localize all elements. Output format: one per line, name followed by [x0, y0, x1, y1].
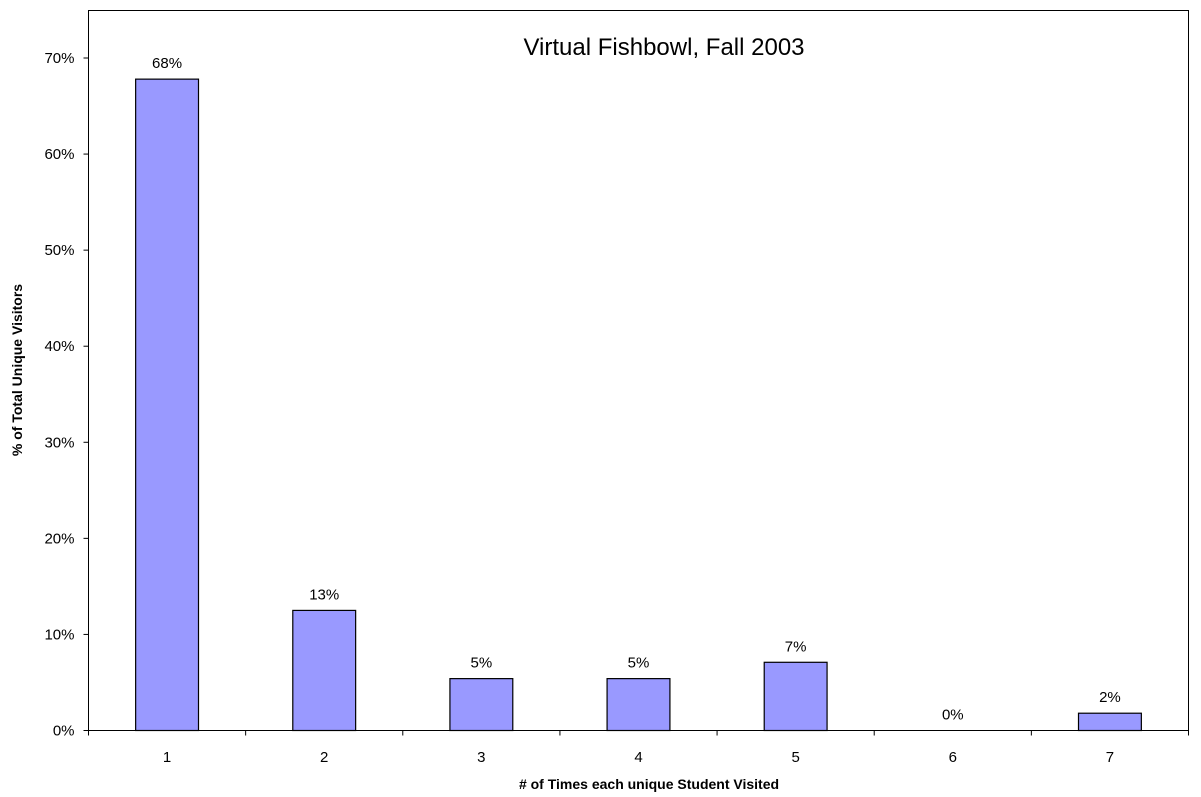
y-tick-label: 10%: [44, 626, 74, 643]
y-tick-label: 60%: [44, 146, 74, 163]
plot-area-border: [88, 10, 1189, 731]
chart-title: Virtual Fishbowl, Fall 2003: [523, 34, 804, 61]
data-label-5: 7%: [785, 638, 807, 655]
data-label-2: 13%: [309, 586, 339, 603]
data-label-6: 0%: [942, 707, 964, 724]
x-tick-label: 2: [320, 749, 328, 766]
y-axis: 0% 10% 20% 30% 40% 50% 60% 70%: [44, 50, 89, 740]
bar-3: [449, 678, 514, 732]
y-tick-label: 50%: [44, 242, 74, 259]
bar-series: [135, 78, 1142, 732]
x-tick-label: 6: [949, 749, 957, 766]
x-tick-label: 3: [477, 749, 485, 766]
y-axis-title: % of Total Unique Visitors: [9, 284, 25, 456]
y-tick-label: 20%: [44, 530, 74, 547]
data-labels: 68% 13% 5% 5% 7% 0% 2%: [152, 55, 1121, 723]
x-axis-title: # of Times each unique Student Visited: [519, 776, 779, 792]
bar-1: [135, 78, 200, 732]
x-tick-label: 1: [163, 749, 171, 766]
data-label-1: 68%: [152, 55, 182, 72]
x-axis: 1 2 3 4 5 6 7: [88, 730, 1189, 766]
y-tick-label: 40%: [44, 338, 74, 355]
y-tick-label: 0%: [53, 723, 75, 740]
data-label-4: 5%: [628, 655, 650, 672]
y-tick-label: 70%: [44, 50, 74, 67]
bar-4: [606, 678, 671, 732]
x-tick-label: 7: [1106, 749, 1114, 766]
x-tick-label: 5: [791, 749, 799, 766]
data-label-7: 2%: [1099, 689, 1121, 706]
bar-7: [1077, 712, 1142, 732]
x-tick-label: 4: [634, 749, 642, 766]
y-tick-label: 30%: [44, 434, 74, 451]
bar-5: [763, 661, 828, 732]
bar-2: [292, 609, 357, 732]
data-label-3: 5%: [471, 655, 493, 672]
